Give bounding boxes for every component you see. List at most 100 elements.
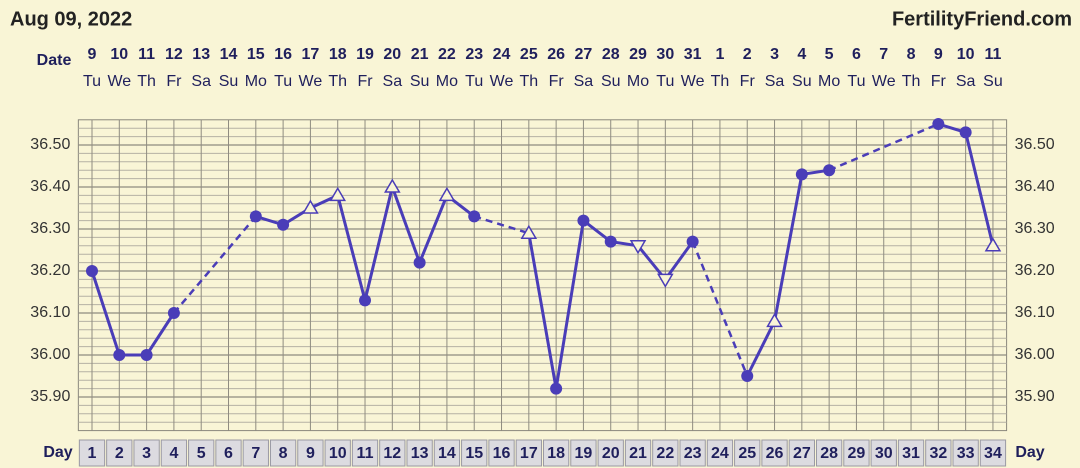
- day-number: 23: [684, 445, 702, 462]
- date-label: 13: [192, 46, 210, 63]
- day-cell: [761, 439, 788, 467]
- day-number: 10: [329, 445, 347, 462]
- plot-area: [77, 119, 1008, 432]
- point: [302, 199, 319, 214]
- y-tick-label: 36.40: [30, 178, 70, 195]
- point: [766, 312, 783, 328]
- date-label: 2: [743, 46, 752, 63]
- gap-connector: [691, 241, 749, 377]
- point: [438, 186, 456, 202]
- day-cell: [706, 439, 734, 467]
- day-cell: [897, 439, 925, 467]
- day-number: 29: [848, 445, 866, 462]
- day-cell: [788, 439, 815, 467]
- y-tick-label: 36.10: [1015, 304, 1055, 321]
- weekday-label: Tu: [465, 73, 483, 90]
- day-cell: [78, 439, 106, 467]
- point: [140, 349, 153, 361]
- date-label: 30: [656, 46, 674, 63]
- weekday-label: Su: [601, 73, 621, 90]
- date-label: 14: [220, 46, 238, 63]
- day-number: 14: [438, 445, 456, 462]
- weekday-label: Th: [137, 73, 156, 90]
- point: [984, 237, 1002, 252]
- y-tick-label: 36.00: [1015, 346, 1055, 363]
- date-label: 4: [797, 46, 806, 63]
- day-cell: [215, 439, 242, 467]
- day-number: 3: [142, 445, 151, 462]
- day-cell: [133, 439, 160, 467]
- gap-connector: [172, 215, 257, 314]
- date-label: 5: [825, 46, 834, 63]
- point: [113, 349, 126, 361]
- day-number: 2: [115, 445, 124, 462]
- weekday-label: Th: [519, 73, 538, 90]
- day-number: 34: [984, 445, 1002, 462]
- weekday-label: Sa: [574, 73, 594, 90]
- y-tick-label: 36.30: [1015, 220, 1055, 237]
- point: [629, 240, 647, 255]
- day-cell: [160, 439, 188, 467]
- day-cell: [925, 439, 952, 467]
- point: [413, 256, 426, 269]
- weekday-label: Tu: [656, 73, 674, 90]
- day-number: 33: [957, 445, 975, 462]
- day-number: 32: [929, 445, 947, 462]
- day-number: 9: [306, 445, 315, 462]
- weekday-label: Th: [902, 73, 921, 90]
- y-tick-label: 36.20: [30, 262, 70, 279]
- y-tick-label: 36.00: [30, 346, 70, 363]
- point: [657, 273, 674, 288]
- point: [604, 235, 617, 248]
- point: [384, 178, 401, 193]
- weekday-label: We: [107, 73, 131, 90]
- weekday-label: Sa: [956, 73, 976, 90]
- y-tick-label: 36.50: [30, 136, 70, 153]
- day-number: 31: [902, 445, 920, 462]
- date-label: 29: [629, 46, 647, 63]
- day-cell: [597, 439, 624, 467]
- weekday-label: Sa: [765, 73, 785, 90]
- weekday-label: Th: [328, 73, 347, 90]
- date-label: 25: [520, 46, 538, 63]
- weekday-label: Mo: [627, 73, 649, 90]
- date-label: 10: [110, 46, 128, 63]
- y-tick-label: 36.40: [1015, 178, 1055, 195]
- day-cell: [379, 439, 406, 467]
- day-cell: [843, 439, 870, 467]
- weekday-label: Mo: [818, 73, 840, 90]
- point: [520, 224, 538, 239]
- date-label: 8: [907, 46, 916, 63]
- weekday-label: Fr: [931, 73, 947, 90]
- day-cell: [488, 439, 515, 467]
- day-number: 30: [875, 445, 893, 462]
- day-number: 27: [793, 445, 811, 462]
- weekday-label: Fr: [740, 73, 756, 90]
- point: [359, 294, 372, 307]
- date-label: 31: [684, 46, 702, 63]
- point: [277, 218, 290, 231]
- y-tick-label: 35.90: [30, 388, 70, 405]
- weekday-label: We: [299, 73, 323, 90]
- day-cell: [952, 439, 979, 467]
- date-label: 9: [934, 46, 943, 63]
- site-name: FertilityFriend.com: [892, 8, 1072, 30]
- day-number: 28: [820, 445, 838, 462]
- date-label: 12: [165, 46, 183, 63]
- weekday-label: We: [872, 73, 896, 90]
- date-label: 1: [715, 46, 724, 63]
- day-cell: [570, 439, 597, 467]
- day-cell: [624, 439, 652, 467]
- weekday-label: Su: [410, 73, 430, 90]
- weekday-label: Mo: [245, 73, 267, 90]
- point: [249, 210, 262, 223]
- weekday-label: Sa: [191, 73, 211, 90]
- point: [86, 265, 99, 277]
- date-label: 7: [879, 46, 888, 63]
- day-cell: [269, 439, 297, 467]
- weekday-label: We: [681, 73, 705, 90]
- date-label: 18: [329, 46, 347, 63]
- day-number: 7: [251, 445, 260, 462]
- date-label: 19: [356, 46, 374, 63]
- point: [550, 382, 563, 395]
